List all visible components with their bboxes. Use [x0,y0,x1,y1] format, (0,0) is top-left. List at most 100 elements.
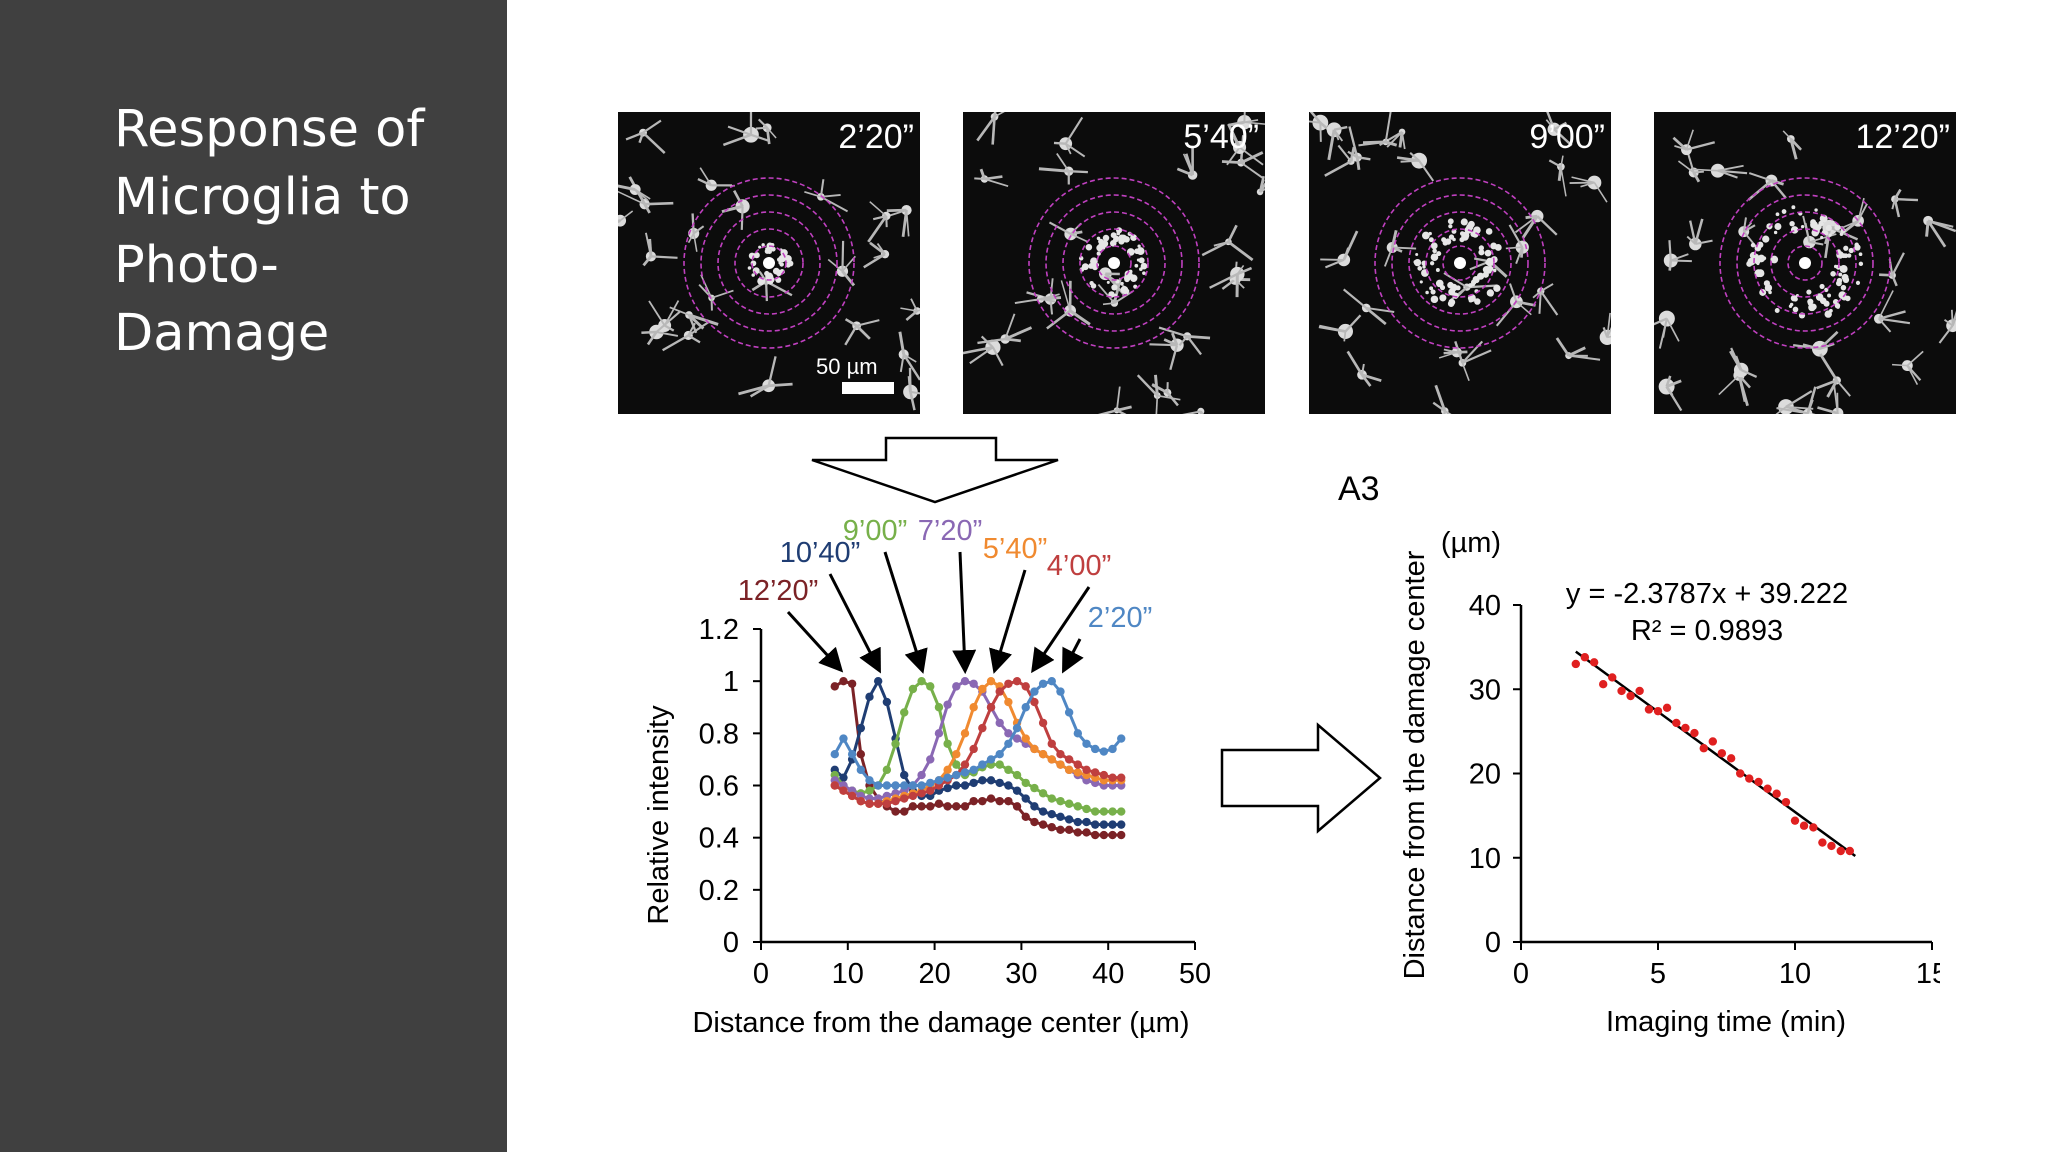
cell-debris [751,273,755,277]
data-point [1745,774,1754,783]
y-tick-label: 1 [723,666,739,698]
data-point [960,760,970,769]
damage-center [763,257,775,269]
cell-debris [1428,237,1434,243]
x-tick-label: 40 [1092,958,1124,990]
callout-arrow [883,551,928,674]
data-point [943,773,952,782]
data-point [1763,784,1772,793]
data-point [1021,794,1030,803]
data-point [900,794,909,803]
microscopy-image [1654,129,1956,414]
cell-debris [1109,240,1117,247]
series-label: 7’20” [918,515,983,547]
data-point [926,802,935,811]
data-point [830,750,839,759]
cell-debris [1807,298,1814,305]
cell-debris [1417,266,1423,271]
microglia-cell [1505,224,1529,265]
cell-debris [1123,274,1131,282]
data-point [908,791,918,801]
data-point [1644,705,1654,714]
data-point [952,781,961,790]
cell-debris [753,252,760,259]
series-label: 5’40” [983,533,1048,565]
microglia-cell [974,168,1009,188]
data-point [934,799,944,808]
data-point [882,799,892,808]
x-tick-label: 0 [1513,958,1529,990]
data-point [1004,796,1013,806]
data-point [978,723,987,733]
data-point [978,796,987,806]
measurement-ring [1045,194,1183,332]
cell-debris [1118,238,1125,245]
data-point [891,739,900,748]
y-tick-label: 0.2 [699,875,739,907]
microglia-cell [1454,340,1492,382]
data-point [1082,765,1091,775]
data-point [943,802,952,811]
data-point [1047,676,1056,686]
distance-time-chart: 0 5 10 15 0 10 20 30 40 (µm) y = -2.3787x + 39.2… [1399,527,1940,1038]
data-point [1108,773,1117,782]
data-point [873,799,883,808]
data-point [1662,703,1672,712]
data-point [1047,809,1056,819]
data-point [1845,846,1854,856]
measurement-ring [1442,245,1478,281]
scale-bar [842,382,894,394]
microglia-cell [1677,153,1704,183]
data-point [1004,697,1013,707]
cell-debris [1790,294,1798,302]
y-tick-label: 0.4 [699,823,739,855]
cell-debris [1459,237,1465,243]
cell-debris [1839,232,1844,236]
cell-debris [1120,285,1129,294]
data-point [1012,723,1022,733]
microglia-cell [1324,144,1356,177]
cell-debris [1430,242,1438,250]
y-axis-label: Relative intensity [643,705,675,925]
measurement-ring [1787,245,1823,281]
scale-bar-label: 50 µm [816,354,878,379]
cell-debris [1139,267,1143,271]
r-squared-label: R² = 0.9893 [1631,615,1783,647]
cell-debris [1750,242,1756,248]
cell-debris [1774,223,1782,230]
data-point [978,776,987,785]
data-point [873,781,883,790]
data-point [1030,687,1039,696]
microglia-cell [755,118,777,145]
microglia-cell [1343,288,1395,326]
data-point [917,789,926,798]
intensity-profile-chart: 0 10 20 30 40 50 0 0.2 0.4 0.6 0.8 1 1.2 12’20” 10’40… [643,515,1211,1039]
y-tick-label: 1.2 [699,614,739,646]
measurement-ring [1062,211,1166,315]
cell-debris [1435,268,1440,272]
microglia-cell [1555,337,1601,361]
sidebar: Response of Microglia to Photo-Damage [0,0,507,1152]
cell-debris [1854,244,1861,251]
microglia-cell [1776,386,1817,414]
cell-debris [1448,224,1453,229]
data-point [1021,812,1030,821]
cell-debris [1488,291,1494,297]
data-point [986,703,996,712]
data-point [1599,679,1608,689]
microglia-cell [1098,267,1128,296]
cell-debris [1468,283,1473,288]
data-point [1038,789,1048,798]
data-point [943,739,952,748]
microglia-cell [1663,240,1692,271]
data-point [952,802,961,811]
data-point [1099,807,1109,816]
data-point [908,802,918,811]
data-point [1030,744,1039,754]
data-point [1012,770,1022,780]
cell-debris [1858,261,1864,267]
measurement-ring [1770,228,1840,298]
cell-debris [1791,205,1796,210]
time-label: 12’20” [1855,118,1950,156]
data-point [986,676,996,686]
